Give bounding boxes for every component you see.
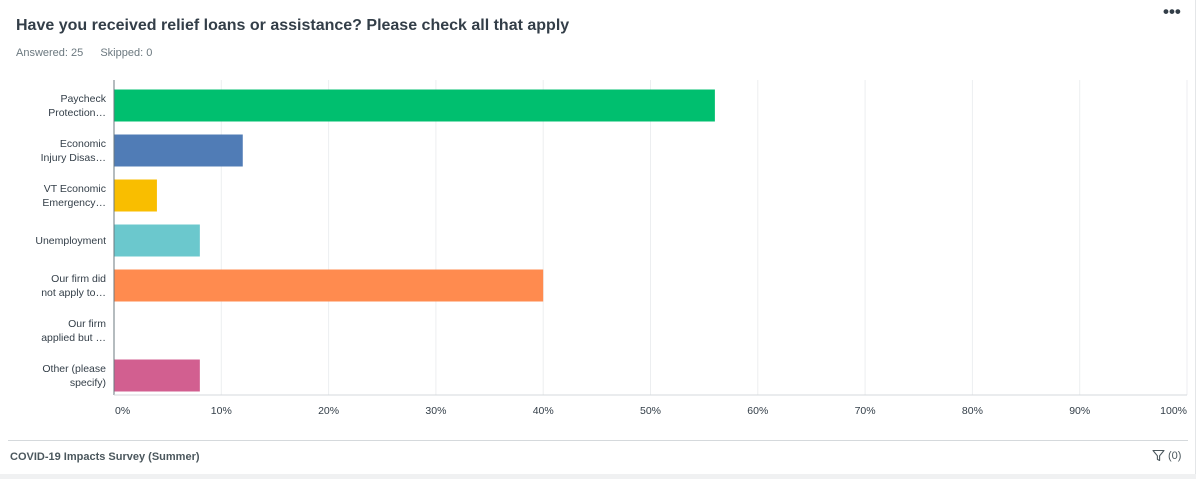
x-tick-label: 70%	[855, 405, 876, 417]
x-tick-label: 20%	[318, 405, 339, 417]
footer-divider	[8, 440, 1188, 441]
response-stats: Answered: 25 Skipped: 0	[16, 47, 166, 59]
x-tick-label: 40%	[533, 405, 554, 417]
category-label: Emergency…	[42, 197, 106, 209]
x-tick-label: 30%	[425, 405, 446, 417]
skipped-count: Skipped: 0	[100, 47, 153, 59]
category-label: VT Economic	[44, 183, 106, 195]
x-tick-label: 80%	[962, 405, 983, 417]
bar	[114, 359, 200, 392]
category-label: Paycheck	[60, 93, 106, 105]
card-bottom-edge	[0, 474, 1196, 479]
bar	[114, 134, 243, 167]
filter-count: (0)	[1168, 449, 1182, 462]
bar	[114, 224, 200, 257]
category-label: Economic	[60, 138, 106, 150]
question-title: Have you received relief loans or assist…	[16, 17, 570, 34]
more-options-icon[interactable]: •••	[1163, 2, 1181, 21]
answered-count: Answered: 25	[16, 47, 84, 59]
survey-title: COVID-19 Impacts Survey (Summer)	[10, 451, 200, 463]
category-label: Unemployment	[35, 235, 106, 247]
bar	[114, 269, 544, 302]
category-label: not apply to…	[41, 287, 106, 299]
category-label: Other (please	[42, 363, 106, 375]
category-label: specify)	[70, 377, 106, 389]
category-label: Protection…	[48, 107, 106, 119]
bar-chart: Paycheck Protection… Economic Injury Disas……	[35, 80, 1188, 417]
bar	[114, 89, 715, 122]
category-label: Our firm	[68, 318, 106, 330]
category-label: Injury Disas…	[41, 152, 106, 164]
filter-icon	[1152, 449, 1165, 462]
x-tick-label: 50%	[640, 405, 661, 417]
bar	[114, 179, 157, 212]
category-label: applied but …	[41, 332, 106, 344]
x-tick-label: 100%	[1160, 405, 1187, 417]
category-label: Our firm did	[51, 273, 106, 285]
x-tick-label: 10%	[211, 405, 232, 417]
x-tick-label: 60%	[747, 405, 768, 417]
x-tick-label: 0%	[115, 405, 130, 417]
filter-button[interactable]: (0)	[1152, 449, 1181, 462]
x-tick-label: 90%	[1069, 405, 1090, 417]
